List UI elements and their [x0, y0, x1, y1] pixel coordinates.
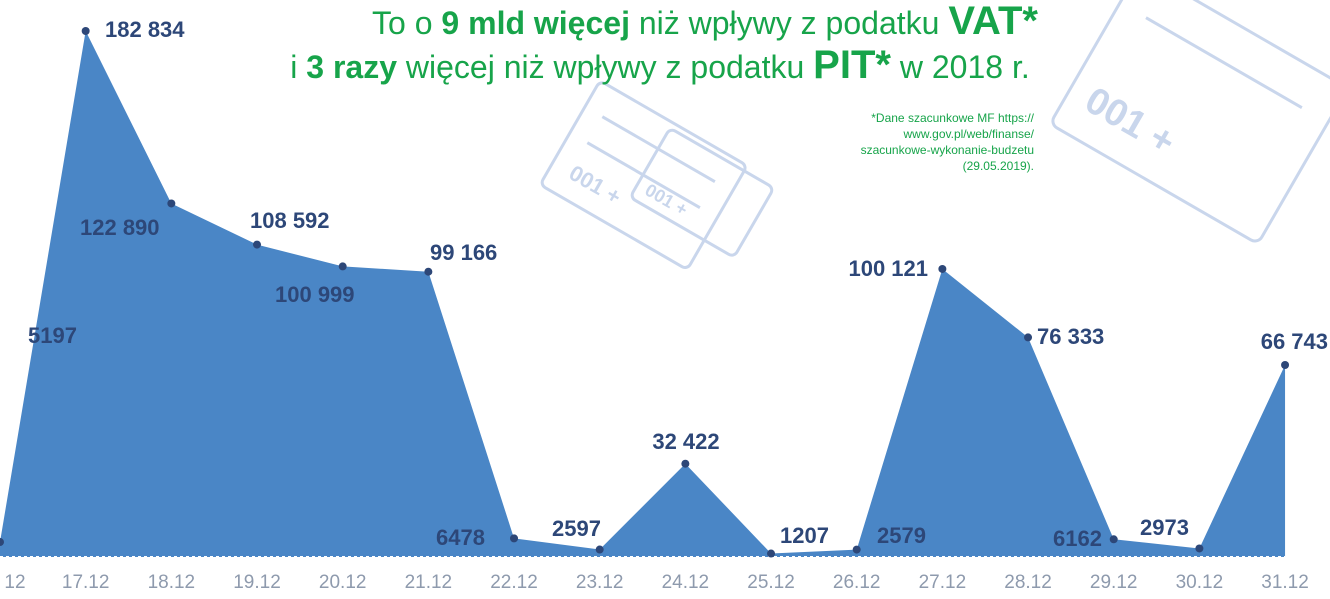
x-tick-label: 25.12 [747, 572, 795, 593]
value-label: 2597 [552, 516, 601, 541]
point [81, 27, 90, 35]
point [938, 264, 947, 273]
point [167, 199, 176, 208]
title-line-2: i 3 razy więcej niż wpływy z podatku PIT… [290, 43, 1029, 87]
title-line-1: To o 9 mld więcej niż wpływy z podatku V… [372, 0, 1038, 43]
point [0, 538, 4, 547]
value-label: 5197 [28, 323, 77, 348]
title-part: więcej niż wpływy z podatku [405, 49, 813, 85]
footnote: www.gov.pl/web/finanse/ [902, 127, 1034, 141]
point [510, 534, 519, 543]
x-tick-label: 26.12 [833, 572, 881, 593]
value-label: 66 743 [1261, 329, 1328, 354]
point [1281, 360, 1290, 369]
value-label: 6478 [436, 525, 485, 550]
x-tick-label: 31.12 [1261, 572, 1309, 593]
value-label: 108 592 [250, 208, 330, 233]
value-label: 76 333 [1037, 324, 1104, 349]
svg-text:001 +: 001 + [1078, 79, 1182, 163]
x-tick-label: 21.12 [405, 572, 453, 593]
footnote: *Dane szacunkowe MF https:// [871, 111, 1034, 125]
x-tick-label: 18.12 [148, 572, 196, 593]
point [1024, 333, 1033, 342]
x-tick-label: 27.12 [919, 572, 967, 593]
value-label: 100 999 [275, 282, 355, 307]
x-tick-label: 12 [4, 572, 25, 593]
title-part: 3 razy [306, 49, 397, 85]
value-label: 6162 [1053, 526, 1102, 551]
footnote: (29.05.2019). [963, 159, 1034, 173]
value-label: 2973 [1140, 515, 1189, 540]
value-label: 100 121 [848, 256, 928, 281]
title-part: 9 mld więcej [441, 5, 630, 41]
point [681, 459, 690, 468]
value-label: 99 166 [430, 240, 497, 265]
point [1109, 535, 1118, 544]
plot: 5197 12 182 834 17.12 122 890 18.12 108 592 19.… [0, 17, 1328, 593]
title-part: niż wpływy z podatku [639, 5, 948, 41]
x-tick-label: 17.12 [62, 572, 110, 593]
x-tick-label: 20.12 [319, 572, 367, 593]
value-label: 2579 [877, 523, 926, 548]
x-tick-label: 28.12 [1004, 572, 1052, 593]
x-tick-label: 22.12 [490, 572, 538, 593]
point [852, 545, 861, 554]
title-part: PIT* [813, 43, 891, 87]
value-label: 182 834 [105, 17, 185, 42]
title-part: i [290, 49, 306, 85]
point [1195, 544, 1204, 553]
value-label: 1207 [780, 523, 829, 548]
x-tick-label: 30.12 [1176, 572, 1224, 593]
value-label: 32 422 [652, 429, 719, 454]
point [253, 240, 262, 249]
area [0, 31, 1286, 557]
svg-text:001 +: 001 + [565, 160, 626, 209]
point [338, 262, 347, 271]
point [767, 549, 776, 558]
x-tick-label: 24.12 [662, 572, 710, 593]
point [424, 267, 433, 276]
value-label: 122 890 [80, 215, 160, 240]
svg-text:001 +: 001 + [642, 180, 691, 220]
footnote: szacunkowe-wykonanie-budzetu [861, 143, 1034, 157]
x-tick-label: 29.12 [1090, 572, 1138, 593]
title-part: VAT* [948, 0, 1038, 43]
x-tick-label: 19.12 [233, 572, 281, 593]
x-tick-label: 23.12 [576, 572, 624, 593]
point [595, 545, 604, 554]
title-part: w 2018 r. [899, 49, 1030, 85]
title-part: To o [372, 5, 441, 41]
